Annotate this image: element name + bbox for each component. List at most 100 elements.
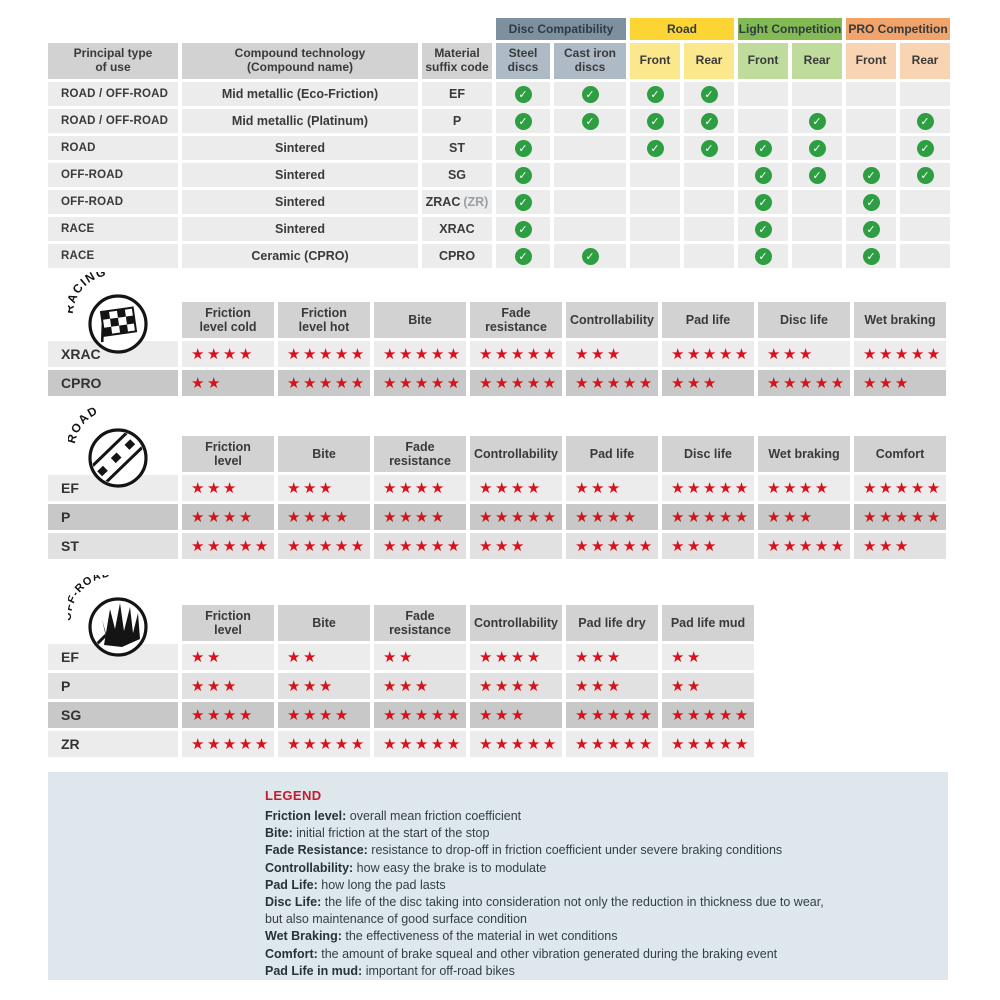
check-icon: ✓ <box>646 112 664 130</box>
check-icon: ✓ <box>862 166 880 184</box>
check-cell: ✓ <box>496 190 550 214</box>
compound-cell: Ceramic (CPRO) <box>182 244 418 268</box>
rating-stars: ★★★ <box>566 673 658 699</box>
rating-column-header: Controllability <box>470 436 562 472</box>
check-cell: ✓ <box>496 163 550 187</box>
sub-column-header: Front <box>630 43 680 79</box>
check-cell <box>554 217 626 241</box>
rating-stars: ★★★★ <box>470 644 562 670</box>
check-cell <box>792 82 842 106</box>
rating-stars: ★★★★★ <box>278 533 370 559</box>
rating-column-header: Pad life <box>662 302 754 338</box>
rating-column-header: Comfort <box>854 436 946 472</box>
check-cell <box>554 163 626 187</box>
rating-stars: ★★★ <box>470 533 562 559</box>
rating-stars: ★★★ <box>182 673 274 699</box>
legend-entry: but also maintenance of good surface con… <box>265 912 527 927</box>
check-cell: ✓ <box>684 109 734 133</box>
compound-label: P <box>48 504 178 530</box>
check-icon: ✓ <box>916 166 934 184</box>
check-icon: ✓ <box>700 85 718 103</box>
legend: LEGEND Friction level: overall mean fric… <box>48 772 948 980</box>
check-cell: ✓ <box>738 163 788 187</box>
check-icon: ✓ <box>862 220 880 238</box>
use-cell: ROAD / OFF-ROAD <box>48 109 178 133</box>
rating-stars: ★★★ <box>758 504 850 530</box>
use-cell: ROAD / OFF-ROAD <box>48 82 178 106</box>
check-cell <box>900 190 950 214</box>
rating-column-header: Friction level <box>182 436 274 472</box>
rating-stars: ★★★★ <box>758 475 850 501</box>
legend-entry: Controllability: how easy the brake is t… <box>265 860 547 875</box>
compound-cell: Mid metallic (Eco-Friction) <box>182 82 418 106</box>
rating-stars: ★★★★ <box>470 475 562 501</box>
check-cell: ✓ <box>738 217 788 241</box>
rating-stars: ★★★★★ <box>758 370 850 396</box>
check-icon: ✓ <box>808 112 826 130</box>
legend-entry: Fade Resistance: resistance to drop-off … <box>265 843 783 858</box>
compound-label: CPRO <box>48 370 178 396</box>
check-icon: ✓ <box>808 166 826 184</box>
check-icon: ✓ <box>581 247 599 265</box>
sub-column-header: Cast iron discs <box>554 43 626 79</box>
check-cell: ✓ <box>846 244 896 268</box>
sub-column-header: Rear <box>684 43 734 79</box>
check-cell: ✓ <box>496 109 550 133</box>
legend-entry: Pad Life in mud: important for off-road … <box>265 963 515 978</box>
check-icon: ✓ <box>514 220 532 238</box>
check-cell <box>792 217 842 241</box>
rating-stars: ★★★ <box>278 475 370 501</box>
check-cell <box>684 190 734 214</box>
check-cell <box>900 82 950 106</box>
use-cell: OFF-ROAD <box>48 190 178 214</box>
column-header: Compound technology (Compound name) <box>182 43 418 79</box>
use-cell: OFF-ROAD <box>48 163 178 187</box>
check-cell <box>630 217 680 241</box>
rating-stars: ★★★★★ <box>374 341 466 367</box>
check-cell: ✓ <box>496 217 550 241</box>
rating-stars: ★★★★★ <box>662 731 754 757</box>
rating-stars: ★★★ <box>566 644 658 670</box>
rating-stars: ★★★★★ <box>278 731 370 757</box>
check-cell: ✓ <box>846 217 896 241</box>
rating-stars: ★★ <box>182 644 274 670</box>
legend-term: Fade Resistance: <box>265 843 372 858</box>
sub-column-header: Rear <box>792 43 842 79</box>
legend-term: Pad Life in mud: <box>265 963 366 978</box>
rating-column-header: Fade resistance <box>374 605 466 641</box>
check-icon: ✓ <box>514 247 532 265</box>
check-cell: ✓ <box>792 136 842 160</box>
check-cell <box>792 190 842 214</box>
check-cell <box>684 244 734 268</box>
group-header: Road <box>630 18 734 40</box>
group-header: Disc Compatibility <box>496 18 626 40</box>
compound-cell: Sintered <box>182 190 418 214</box>
check-cell: ✓ <box>738 244 788 268</box>
rating-stars: ★★★ <box>470 702 562 728</box>
column-header: Material suffix code <box>422 43 492 79</box>
code-cell: EF <box>422 82 492 106</box>
check-cell: ✓ <box>630 136 680 160</box>
rating-stars: ★★★★ <box>374 475 466 501</box>
legend-entry: Pad Life: how long the pad lasts <box>265 877 446 892</box>
check-cell <box>900 244 950 268</box>
rating-stars: ★★★★★ <box>470 731 562 757</box>
check-icon: ✓ <box>754 247 772 265</box>
check-cell: ✓ <box>792 109 842 133</box>
compound-label: ST <box>48 533 178 559</box>
check-icon: ✓ <box>808 139 826 157</box>
check-icon: ✓ <box>514 112 532 130</box>
racing-rating-table: Friction level cold Friction level hot Bit… <box>48 302 1000 396</box>
check-cell <box>792 244 842 268</box>
legend-term: Comfort: <box>265 946 322 961</box>
check-icon: ✓ <box>700 139 718 157</box>
check-cell: ✓ <box>684 82 734 106</box>
rating-stars: ★★★★★ <box>374 533 466 559</box>
sub-column-header: Steel discs <box>496 43 550 79</box>
legend-entry: Comfort: the amount of brake squeal and … <box>265 946 778 961</box>
rating-column-header: Fade resistance <box>470 302 562 338</box>
check-cell: ✓ <box>900 136 950 160</box>
rating-stars: ★★★★★ <box>662 702 754 728</box>
check-cell: ✓ <box>738 136 788 160</box>
